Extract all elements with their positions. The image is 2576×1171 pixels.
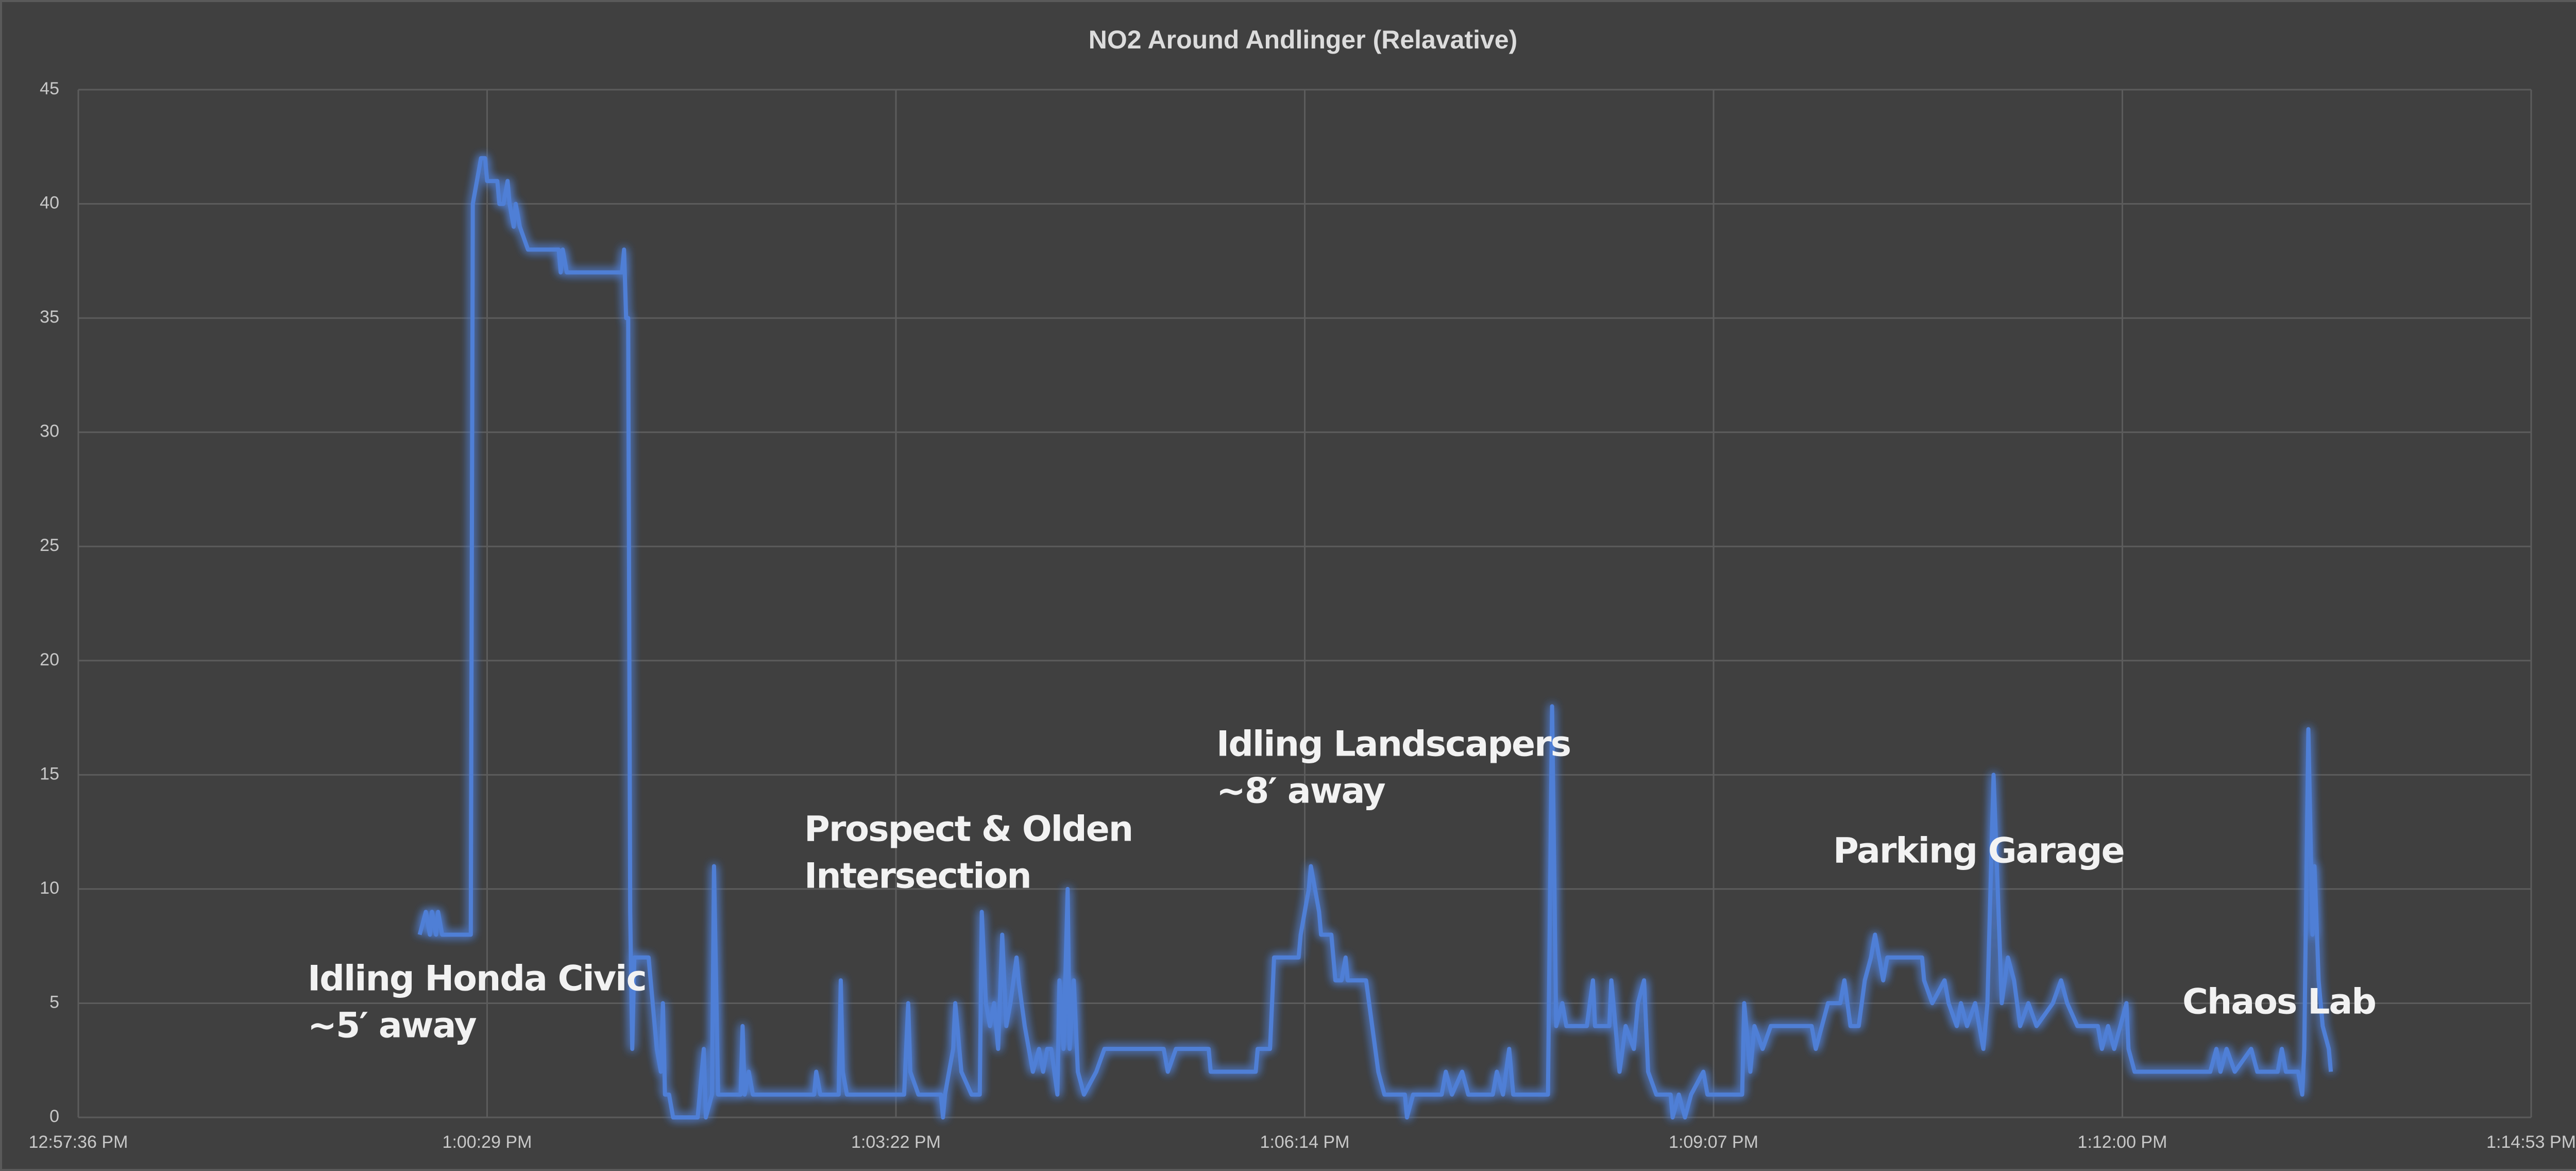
x-tick-label: 1:14:53 PM: [2486, 1132, 2576, 1152]
x-tick-label: 1:09:07 PM: [1669, 1132, 1758, 1152]
y-tick-label: 25: [40, 536, 59, 555]
y-tick-label: 5: [49, 992, 59, 1012]
x-tick-label: 1:12:00 PM: [2078, 1132, 2167, 1152]
y-tick-label: 20: [40, 650, 59, 670]
annotation: ~8′ away: [1216, 771, 1385, 812]
y-tick-label: 10: [40, 878, 59, 898]
x-tick-label: 1:03:22 PM: [851, 1132, 941, 1152]
y-tick-label: 45: [40, 79, 59, 98]
annotation: Idling Landscapers: [1216, 724, 1570, 765]
annotation: Parking Garage: [1833, 831, 2124, 872]
annotation: Idling Honda Civic: [308, 959, 646, 999]
x-tick-label: 1:06:14 PM: [1260, 1132, 1350, 1152]
chart-title: NO2 Around Andlinger (Relavative): [1089, 25, 1518, 54]
data-line: [417, 156, 2333, 1119]
y-tick-label: 30: [40, 422, 59, 441]
y-tick-label: 40: [40, 193, 59, 213]
annotation: Intersection: [804, 856, 1031, 897]
x-tick-label: 12:57:36 PM: [29, 1132, 128, 1152]
annotation: Chaos Lab: [2182, 982, 2376, 1023]
annotation: ~5′ away: [308, 1006, 477, 1046]
y-tick-label: 35: [40, 307, 59, 327]
y-tick-label: 15: [40, 764, 59, 783]
y-tick-label: 0: [49, 1107, 59, 1126]
x-tick-label: 1:00:29 PM: [443, 1132, 532, 1152]
annotation: Prospect & Olden: [804, 809, 1132, 850]
